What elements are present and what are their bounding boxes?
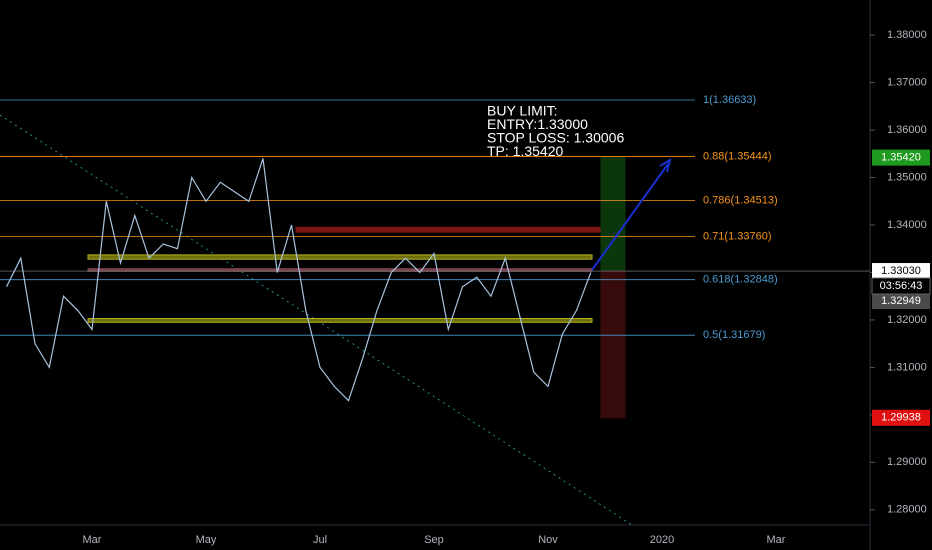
y-tick-label: 1.36000 — [887, 124, 927, 136]
zone — [600, 270, 626, 419]
y-tick-label: 1.35000 — [887, 171, 927, 183]
price-tag — [872, 263, 930, 280]
y-tick-label: 1.28000 — [887, 504, 927, 516]
price-line-series — [5, 158, 592, 402]
price-tag — [872, 409, 930, 426]
fib-label: 0.71(1.33760) — [703, 230, 772, 242]
countdown: 03:56:43 — [880, 280, 923, 292]
annotation: TP: 1.35420 — [487, 143, 563, 159]
annotation: BUY LIMIT: — [487, 103, 558, 119]
price-tag — [872, 293, 930, 310]
zone — [87, 254, 593, 260]
price-tag-label: 1.33030 — [881, 265, 921, 277]
y-tick-label: 1.29000 — [887, 456, 927, 468]
y-tick-label: 1.34000 — [887, 219, 927, 231]
x-tick-label: Jul — [313, 534, 327, 546]
fib-label: 0.618(1.32848) — [703, 274, 778, 286]
zone — [295, 226, 601, 233]
x-tick-label: 2020 — [650, 534, 674, 546]
price-tag-label: 1.32949 — [881, 295, 921, 307]
y-tick-label: 1.37000 — [887, 77, 927, 89]
price-tag — [872, 149, 930, 166]
x-tick-label: May — [196, 534, 217, 546]
fib-label: 0.88(1.35444) — [703, 150, 772, 162]
price-tag-label: 1.35420 — [881, 152, 921, 164]
x-tick-label: Sep — [424, 534, 444, 546]
zone — [87, 268, 593, 273]
fib-label: 0.786(1.34513) — [703, 195, 778, 207]
y-tick-label: 1.31000 — [887, 361, 927, 373]
fib-label: 0.5(1.31679) — [703, 329, 765, 341]
countdown-box — [871, 277, 931, 295]
x-tick-label: Mar — [83, 534, 102, 546]
arrow-head — [659, 157, 672, 173]
y-tick-label: 1.32000 — [887, 314, 927, 326]
price-tag-label: 1.29938 — [881, 412, 921, 424]
annotation: STOP LOSS: 1.30006 — [487, 130, 624, 146]
y-tick-label: 1.38000 — [887, 29, 927, 41]
fib-label: 1(1.36633) — [703, 94, 756, 106]
annotation: ENTRY:1.33000 — [487, 116, 588, 132]
x-tick-label: Nov — [538, 534, 558, 546]
arrow — [591, 163, 669, 271]
x-tick-label: Mar — [767, 534, 786, 546]
zone — [87, 318, 593, 323]
